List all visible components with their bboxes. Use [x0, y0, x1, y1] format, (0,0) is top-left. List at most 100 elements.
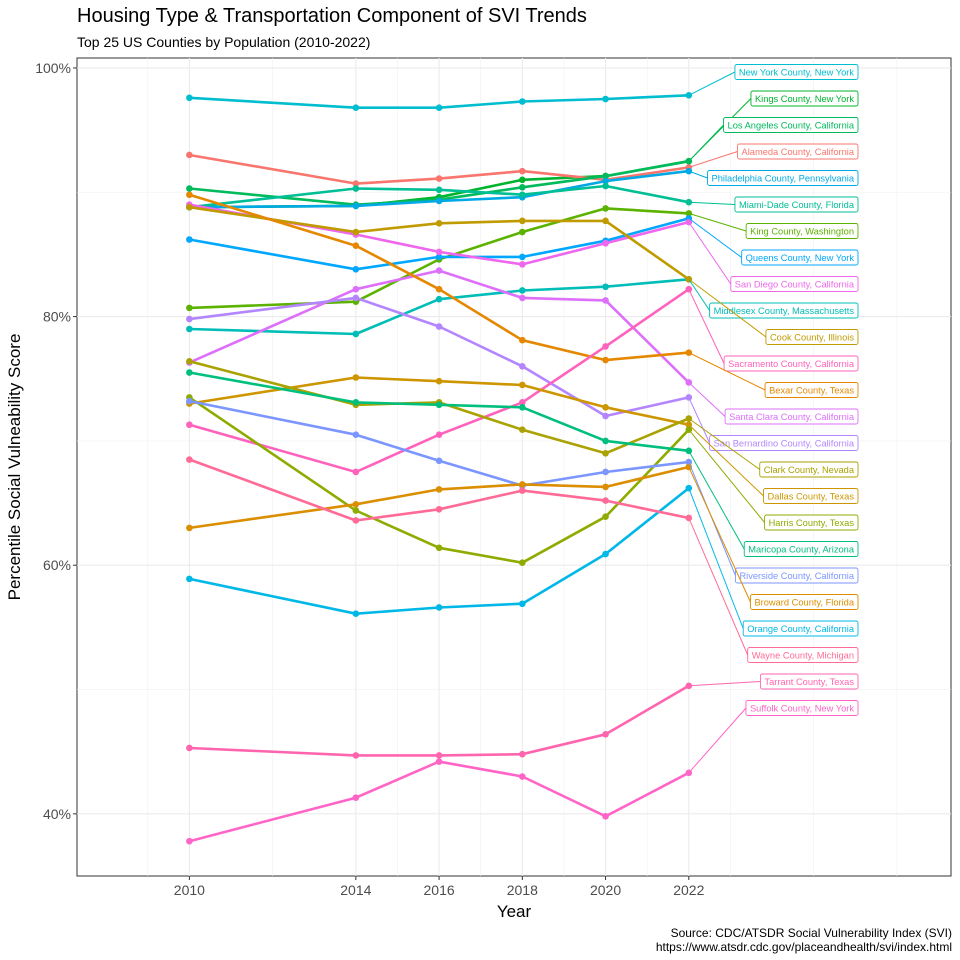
- data-point: [352, 180, 360, 187]
- data-point: [186, 94, 193, 102]
- data-point: [352, 374, 360, 381]
- data-point: [186, 837, 193, 845]
- data-point: [519, 261, 526, 268]
- series-label-text: Cook County, Illinois: [770, 333, 854, 343]
- series-label-connector: [688, 517, 749, 656]
- y-tick-label: 100%: [35, 60, 71, 76]
- data-point: [519, 559, 526, 567]
- series-line: [189, 169, 689, 209]
- y-axis-label: Percentile Social Vulneability Score: [5, 334, 24, 601]
- chart-title: Housing Type & Transportation Component …: [77, 5, 587, 27]
- series-line: [189, 376, 690, 426]
- data-point: [186, 236, 193, 243]
- series-labels: New York County, New York Kings County, N…: [688, 64, 859, 774]
- series: [186, 203, 693, 283]
- data-point: [435, 752, 443, 759]
- series-label-text: Suffolk County, New York: [750, 704, 854, 714]
- series: [186, 456, 693, 524]
- data-point: [352, 330, 360, 338]
- series-label: Dallas County, Texas: [688, 424, 859, 504]
- data-point: [435, 267, 443, 274]
- series: [186, 484, 693, 617]
- series-label-connector: [688, 450, 745, 550]
- data-point: [352, 266, 360, 273]
- data-point: [602, 437, 609, 445]
- series-label: Santa Clara County, California: [688, 382, 859, 425]
- data-point: [352, 468, 360, 476]
- series-label-text: Orange County, California: [747, 624, 855, 634]
- series-line: [189, 153, 689, 185]
- data-point: [186, 421, 193, 429]
- series-label-text: Sacramento County, California: [728, 359, 855, 369]
- series-label: Kings County, New York: [688, 90, 859, 162]
- series-line: [189, 184, 690, 209]
- series-label: Sacramento County, California: [688, 289, 859, 372]
- series-label-text: Broward County, Florida: [754, 598, 854, 608]
- data-point: [435, 505, 443, 513]
- data-point: [435, 323, 443, 330]
- series-label: San Bernardino County, California: [688, 397, 859, 451]
- series: [186, 201, 693, 268]
- series: [186, 182, 693, 211]
- series-label-connector: [688, 681, 761, 687]
- series-label: Wayne County, Michigan: [688, 517, 859, 663]
- data-point: [602, 813, 609, 820]
- data-point: [435, 295, 443, 303]
- series-label-connector: [688, 217, 742, 258]
- data-point: [602, 217, 609, 225]
- data-point: [352, 228, 360, 236]
- data-point: [519, 404, 526, 411]
- data-point: [602, 297, 609, 304]
- data-point: [602, 343, 609, 350]
- data-point: [519, 287, 526, 294]
- data-point: [186, 358, 193, 365]
- series-label-text: Los Angeles County, California: [728, 121, 855, 131]
- data-point: [352, 431, 360, 438]
- data-point: [519, 167, 526, 175]
- data-point: [602, 483, 609, 491]
- data-point: [186, 185, 193, 192]
- data-point: [435, 758, 443, 765]
- data-point: [352, 507, 360, 514]
- series-line: [189, 193, 689, 362]
- series: [186, 682, 693, 759]
- series-line: [189, 296, 690, 418]
- data-point: [602, 205, 609, 212]
- data-point: [519, 228, 526, 236]
- data-point: [519, 600, 526, 608]
- x-tick-label: 2022: [673, 882, 704, 898]
- series-line: [189, 278, 689, 336]
- series-label-connector: [688, 170, 708, 179]
- data-point: [352, 242, 360, 250]
- series-label-text: Miami-Dade County, Florida: [739, 200, 855, 210]
- series-label-text: Dallas County, Texas: [768, 492, 855, 502]
- axes: 2010 2014 2016 2018 2020 2022 40% 60% 80% 100%: [35, 60, 704, 898]
- series-line: [189, 94, 689, 109]
- data-point: [186, 304, 193, 312]
- series-label-text: San Diego County, California: [735, 280, 855, 290]
- data-point: [602, 172, 609, 180]
- series-line: [189, 399, 689, 487]
- y-tick-label: 40%: [43, 806, 71, 822]
- data-point: [352, 500, 360, 508]
- data-point: [519, 336, 526, 344]
- x-tick-label: 2016: [424, 882, 455, 898]
- series-label-connector: [688, 124, 724, 162]
- data-point: [435, 186, 443, 194]
- data-point: [519, 183, 526, 191]
- series-label-text: Maricopa County, Arizona: [748, 545, 855, 555]
- data-point: [602, 404, 609, 411]
- data-point: [519, 176, 526, 184]
- series-label: Los Angeles County, California: [688, 117, 859, 162]
- series-label: Philadelphia County, Pennsylvania: [688, 170, 859, 186]
- data-point: [602, 730, 609, 738]
- data-point: [352, 399, 360, 406]
- series-label: Bexar County, Texas: [688, 352, 859, 398]
- series-line: [189, 465, 690, 530]
- data-point: [435, 431, 443, 438]
- data-point: [602, 177, 609, 185]
- data-point: [352, 794, 360, 801]
- series-label: Suffolk County, New York: [688, 700, 859, 774]
- data-point: [186, 151, 193, 159]
- series-label-connector: [688, 212, 747, 232]
